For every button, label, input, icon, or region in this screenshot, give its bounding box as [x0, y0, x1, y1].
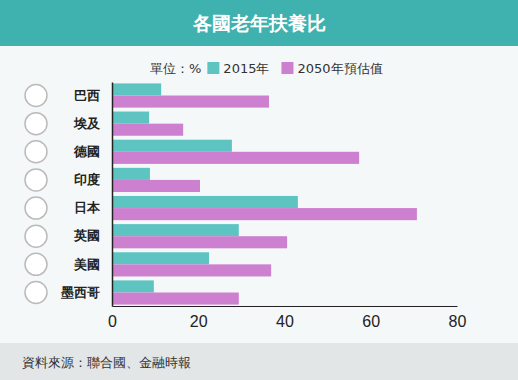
y-tick: 墨西哥	[60, 285, 112, 300]
subtitle: 單位：%	[150, 61, 201, 76]
bar	[112, 236, 287, 248]
y-axis: 巴西埃及德國印度日本英國美國墨西哥	[60, 83, 113, 307]
flag-icon	[25, 253, 47, 275]
bar	[112, 180, 200, 192]
y-tick: 印度	[74, 172, 112, 187]
title: 各國老年扶養比	[192, 12, 326, 34]
x-tick: 20	[190, 306, 208, 330]
bar	[112, 140, 232, 152]
flag-icon	[25, 85, 47, 107]
background	[0, 0, 518, 380]
category-label: 印度	[74, 172, 100, 187]
category-label: 墨西哥	[60, 285, 100, 300]
bars	[112, 83, 417, 304]
y-tick: 日本	[74, 200, 112, 215]
bar	[112, 252, 209, 264]
bar	[112, 224, 239, 236]
footer-bar	[0, 343, 518, 380]
x-axis-line	[113, 306, 458, 307]
flag-icon	[25, 197, 47, 219]
category-label: 埃及	[73, 116, 101, 131]
bar	[112, 168, 150, 180]
bar	[112, 152, 359, 164]
bar	[112, 83, 161, 95]
flag-icon	[25, 141, 47, 163]
flag-icon	[25, 169, 47, 191]
x-tick: 40	[276, 306, 294, 330]
flag-icon	[25, 281, 47, 303]
flag-icon	[25, 113, 47, 135]
chart: 各國老年扶養比資料來源：聯合國、金融時報 單位：% 2015年 2050年預估值巴西埃…	[0, 0, 518, 380]
bar	[112, 196, 298, 208]
x-tick-label: 20	[190, 313, 208, 330]
x-tick-label: 0	[108, 313, 117, 330]
bar	[112, 280, 154, 292]
y-tick: 德國	[73, 144, 112, 159]
legend-label: 2015年	[223, 61, 269, 76]
bar	[112, 292, 239, 304]
x-tick-label: 40	[276, 313, 294, 330]
category-label: 美國	[73, 257, 100, 272]
bar	[112, 124, 183, 136]
x-axis: 0 20 40 60 80	[108, 306, 466, 330]
x-tick-label: 80	[449, 313, 467, 330]
y-axis-line	[112, 83, 114, 307]
legend-swatch	[281, 62, 293, 74]
category-label: 德國	[73, 144, 100, 159]
category-label: 日本	[74, 200, 101, 215]
category-label: 英國	[73, 228, 100, 243]
y-tick: 美國	[73, 257, 112, 272]
source: 資料來源：聯合國、金融時報	[22, 355, 191, 370]
y-tick: 巴西	[74, 88, 112, 103]
bar	[112, 112, 149, 124]
y-tick: 英國	[73, 228, 112, 243]
header-bar	[0, 0, 518, 46]
legend: 單位：% 2015年 2050年預估值	[150, 61, 383, 76]
legend-swatch	[207, 62, 219, 74]
bar	[112, 264, 271, 276]
legend-label: 2050年預估值	[297, 61, 382, 76]
x-tick: 60	[362, 306, 380, 330]
flags	[25, 85, 47, 304]
bar	[112, 208, 417, 220]
bar	[112, 96, 269, 108]
flag-icon	[25, 225, 47, 247]
category-label: 巴西	[74, 88, 100, 103]
x-tick: 80	[449, 306, 467, 330]
x-tick: 0	[108, 306, 117, 330]
x-tick-label: 60	[362, 313, 380, 330]
y-tick: 埃及	[73, 116, 112, 131]
